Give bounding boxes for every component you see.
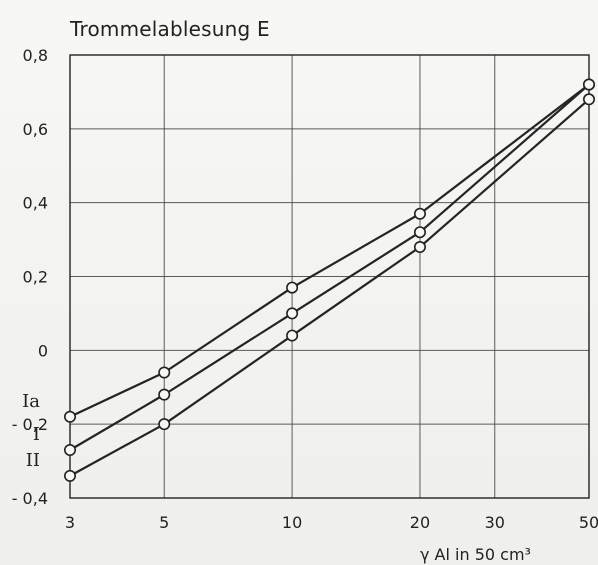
series-point-II — [582, 93, 595, 106]
series-point-I — [64, 444, 77, 457]
y-tick-label: 0,8 — [23, 46, 48, 65]
series-point-II — [286, 329, 299, 342]
y-tick-label: 0 — [38, 341, 48, 360]
plot-frame — [69, 54, 590, 499]
series-line-II — [68, 98, 591, 477]
x-tick-label: 5 — [159, 513, 169, 532]
series-point-Ia — [413, 207, 426, 220]
x-tick-label: 20 — [410, 513, 430, 532]
series-point-Ia — [64, 410, 77, 423]
series-label-II: II — [26, 450, 40, 471]
series-point-I — [286, 307, 299, 320]
series-point-I — [158, 388, 171, 401]
y-tick-label: 0,2 — [23, 268, 48, 287]
y-tick-label: - 0,2 — [12, 415, 48, 434]
y-tick-label: - 0,4 — [12, 489, 48, 508]
series-point-I — [582, 78, 595, 91]
series-label-Ia: Ia — [22, 391, 40, 412]
series-point-Ia — [158, 366, 171, 379]
chart-title: Trommelablesung E — [69, 17, 270, 41]
series-point-Ia — [286, 281, 299, 294]
x-axis-label: γ Al in 50 cm³ — [420, 545, 531, 564]
series-line-Ia — [68, 83, 591, 418]
x-tick-label: 50 — [579, 513, 598, 532]
x-axis-ticks: 3 5 10 20 30 50 — [65, 513, 598, 532]
x-tick-label: 30 — [485, 513, 505, 532]
series-point-II — [64, 469, 77, 482]
series-label-I: I — [33, 424, 40, 445]
frame-group — [69, 54, 590, 499]
series-point-I — [413, 226, 426, 239]
series-group — [64, 78, 595, 482]
y-axis-ticks: 0,8 0,6 0,4 0,2 0 - 0,2 - 0,4 — [12, 46, 48, 508]
y-tick-label: 0,6 — [23, 120, 48, 139]
series-line-I — [68, 83, 591, 452]
x-tick-label: 3 — [65, 513, 75, 532]
grid-group — [70, 55, 589, 498]
x-tick-label: 10 — [282, 513, 302, 532]
series-point-II — [413, 240, 426, 253]
y-tick-label: 0,4 — [23, 194, 48, 213]
series-point-II — [158, 418, 171, 431]
